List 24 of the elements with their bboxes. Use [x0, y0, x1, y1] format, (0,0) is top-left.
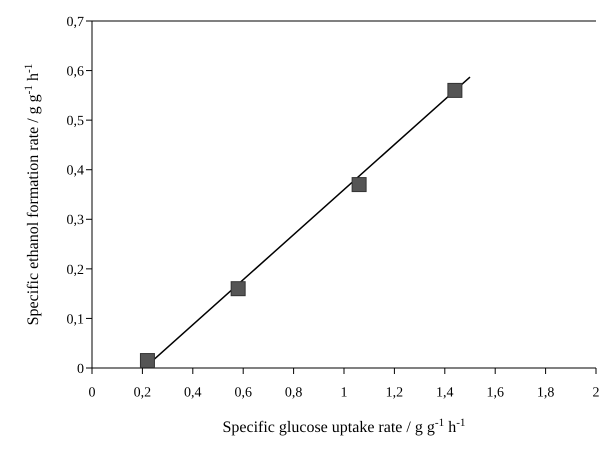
x-tick-label: 0,4: [184, 386, 202, 401]
point: [140, 353, 155, 368]
x-tick-label: 2: [592, 386, 600, 401]
x-tick-label: 0,8: [284, 386, 302, 401]
y-tick-label: 0,2: [66, 262, 84, 278]
y-tick-label: 0,3: [66, 213, 84, 228]
x-tick-label: 1,4: [436, 386, 454, 401]
x-tick-label: 0,2: [134, 386, 152, 401]
x-tick-label: 1,8: [536, 386, 554, 401]
point: [230, 281, 246, 296]
y-tick-label: 0,5: [66, 114, 84, 130]
point: [352, 177, 367, 192]
x-tick-label: 0: [88, 386, 96, 401]
x-tick-label: 1,6: [486, 386, 504, 401]
x-tick-label: 0,6: [234, 386, 252, 401]
y-tick-label: 0: [77, 362, 84, 377]
y-tick-label: 0,6: [66, 64, 84, 80]
x-axis-title: Specific glucose uptake rate / g g$^{-1}$ h$^{-1}$: [222, 417, 466, 436]
x-tick-label: 1: [340, 386, 348, 401]
y-tick-label: 0,1: [66, 312, 84, 328]
x-tick-label: 1,2: [386, 386, 404, 401]
y-tick-label: 0,4: [66, 164, 84, 179]
y-tick-label: 0,7: [66, 14, 84, 30]
point: [447, 82, 462, 98]
